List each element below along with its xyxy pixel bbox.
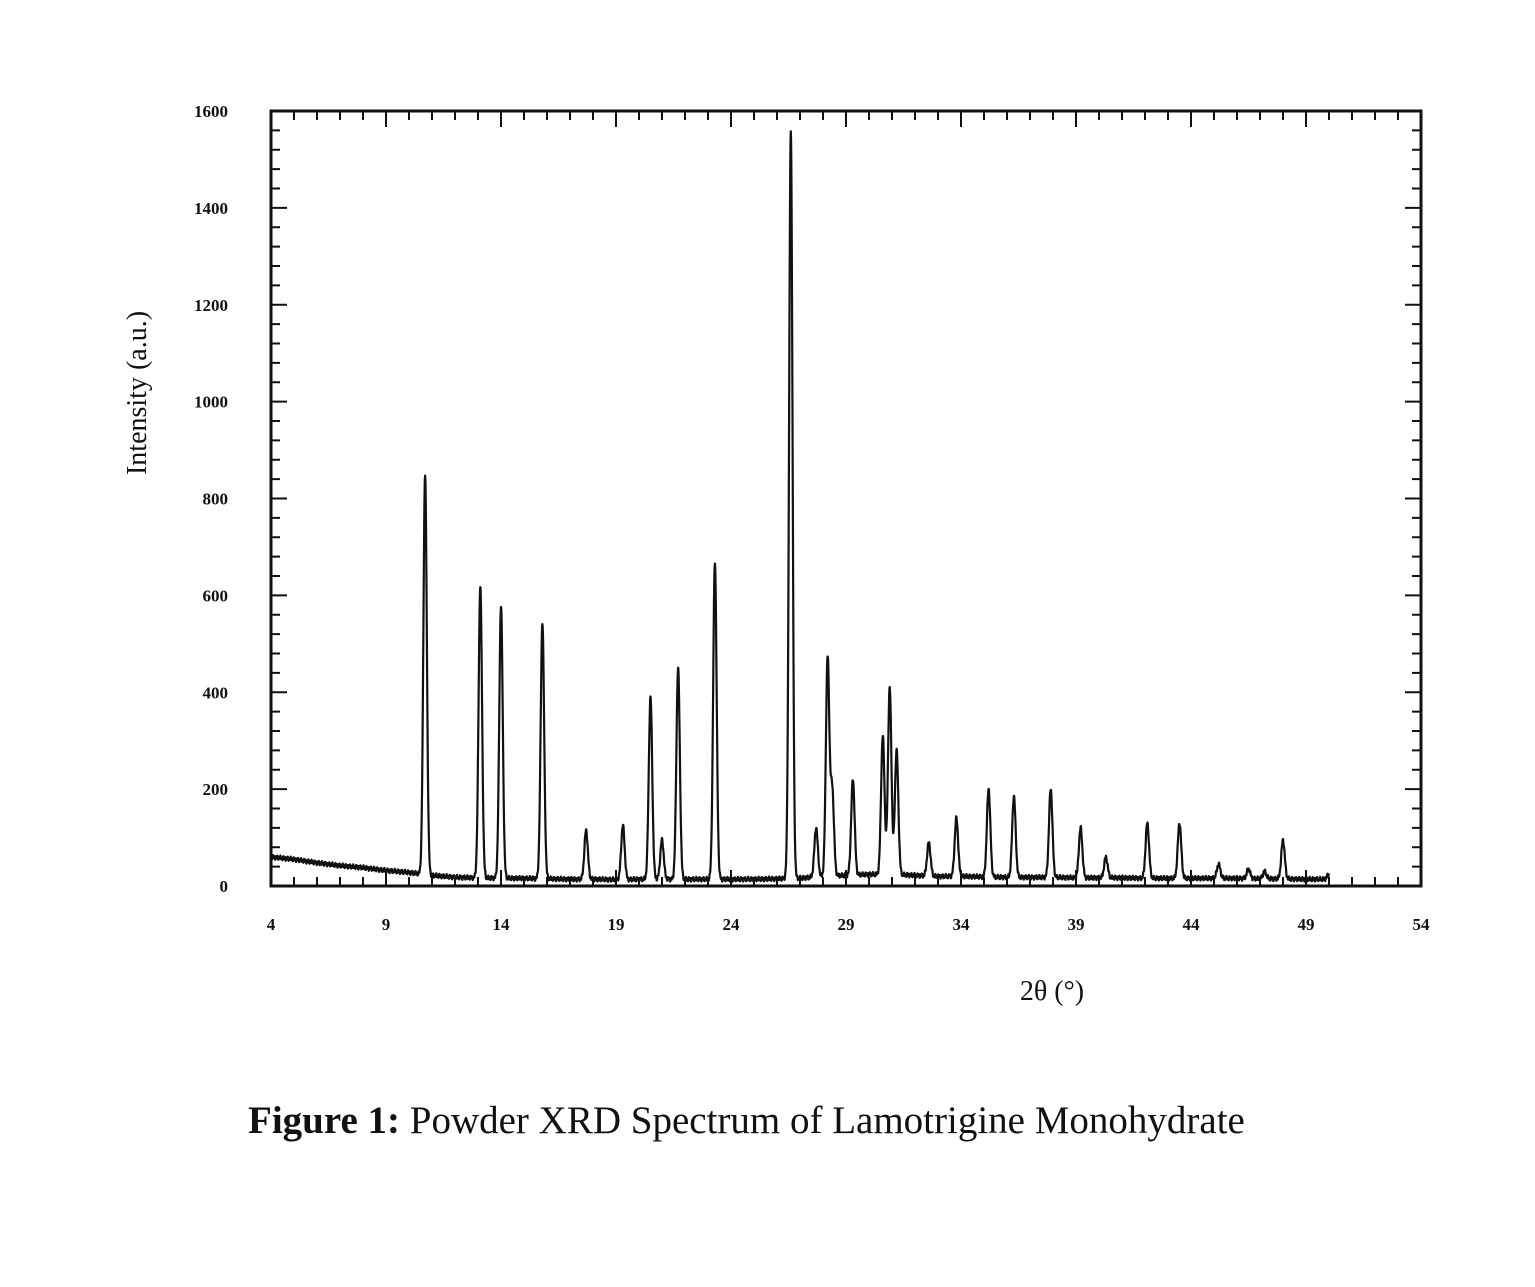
y-tick-label: 800 xyxy=(203,490,229,509)
xrd-spectrum-line xyxy=(271,131,1329,882)
y-tick-label: 1000 xyxy=(194,393,228,412)
x-tick-label: 34 xyxy=(953,915,971,934)
x-tick-label: 49 xyxy=(1298,915,1315,934)
x-axis-label: 2θ (°) xyxy=(1020,976,1084,1007)
figure-caption: Figure 1: Powder XRD Spectrum of Lamotri… xyxy=(248,1098,1245,1143)
y-tick-label: 600 xyxy=(203,586,229,605)
x-minor-ticks xyxy=(271,111,1421,886)
y-tick-labels: 0 200 400 600 800 1000 1200 1400 1600 xyxy=(194,102,228,896)
y-minor-ticks xyxy=(271,111,1421,886)
x-tick-label: 39 xyxy=(1068,915,1085,934)
x-tick-labels: 49141924293439444954 xyxy=(267,915,1430,934)
y-tick-label: 1600 xyxy=(194,102,228,121)
figure-caption-text: Powder XRD Spectrum of Lamotrigine Monoh… xyxy=(400,1099,1245,1142)
y-tick-label: 1400 xyxy=(194,199,228,218)
x-tick-label: 24 xyxy=(723,915,741,934)
plot-frame xyxy=(271,111,1421,886)
figure-caption-prefix: Figure 1: xyxy=(248,1099,400,1142)
x-tick-label: 19 xyxy=(608,915,625,934)
y-tick-label: 200 xyxy=(203,780,229,799)
x-tick-label: 29 xyxy=(838,915,855,934)
x-tick-label: 54 xyxy=(1413,915,1431,934)
y-tick-label: 400 xyxy=(203,683,229,702)
y-tick-label: 0 xyxy=(220,877,229,896)
x-tick-label: 9 xyxy=(382,915,391,934)
y-axis-label: Intensity (a.u.) xyxy=(122,311,153,475)
x-tick-label: 14 xyxy=(493,915,511,934)
y-tick-label: 1200 xyxy=(194,296,228,315)
x-tick-label: 44 xyxy=(1183,915,1201,934)
x-tick-label: 4 xyxy=(267,915,276,934)
